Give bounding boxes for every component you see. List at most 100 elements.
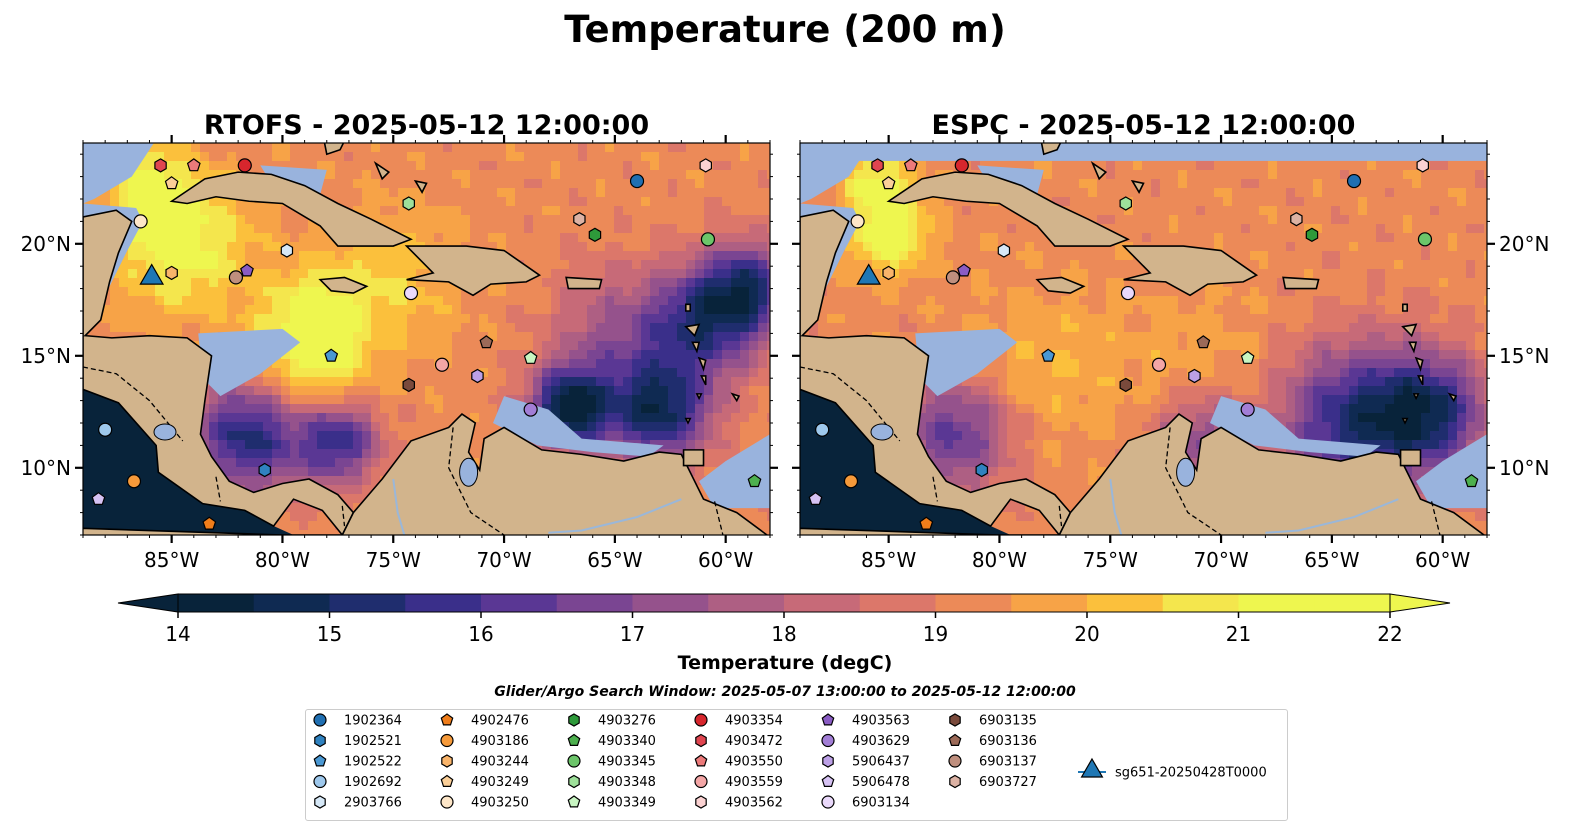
argo-float-marker: [1346, 173, 1362, 189]
argo-float-marker: [1196, 335, 1211, 349]
country-border: [215, 476, 222, 502]
legend-item: 4903563: [821, 713, 910, 729]
land-mass: [1401, 303, 1409, 312]
land-mass: [684, 417, 692, 425]
legend-marker-icon: [313, 713, 327, 727]
legend-marker-icon: [440, 795, 454, 809]
shallow-shelf: [83, 143, 154, 204]
land-mass: [1035, 276, 1086, 294]
legend-marker-icon: [314, 795, 326, 809]
argo-float-marker: [403, 285, 419, 301]
argo-float-marker: [1119, 377, 1133, 393]
colorbar: 14 15 16 17 18 19 20 21 22: [117, 593, 1451, 646]
land-mass: [697, 356, 707, 372]
colorbar-segment: [1162, 594, 1240, 612]
argo-float-marker: [588, 227, 602, 242]
argo-float-marker: [700, 232, 716, 247]
land-mass: [730, 392, 741, 403]
argo-float-marker: [126, 474, 142, 489]
land-mass: [413, 179, 428, 194]
argo-float-marker: [280, 243, 294, 258]
legend-item: 4903559: [694, 774, 783, 790]
temperature-field: [800, 143, 1487, 535]
shallow-shelf: [699, 434, 770, 509]
land-mass: [800, 209, 1072, 535]
legend-label: 2903766: [344, 796, 402, 811]
argo-float-marker: [1417, 232, 1433, 247]
legend-item: 4903354: [694, 713, 783, 729]
land-mass: [682, 449, 705, 467]
argo-float-marker: [1305, 227, 1319, 242]
river: [548, 498, 682, 534]
legend-label: 6903135: [979, 714, 1037, 729]
legend-item: 6903134: [821, 795, 910, 811]
land-mass: [1401, 323, 1418, 338]
legend-item: 1902521: [314, 733, 402, 749]
colorbar-tick-label: 14: [165, 622, 190, 646]
argo-float-marker: [882, 265, 895, 281]
y-tick-label: 15°N: [21, 344, 71, 368]
land-mass: [800, 413, 1486, 535]
temperature-field: [83, 143, 770, 535]
argo-float-marker: [1041, 348, 1056, 362]
colorbar-segment: [405, 594, 482, 612]
argo-float-marker: [815, 422, 830, 437]
argo-float-marker: [881, 176, 896, 190]
land-mass: [318, 276, 369, 294]
argo-float-marker: [954, 158, 969, 173]
argo-float-marker: [523, 402, 538, 417]
legend-marker-icon: [567, 733, 581, 747]
argo-float-marker: [1120, 285, 1136, 301]
x-tick-label: 65°W: [587, 548, 642, 572]
land-mass: [1447, 392, 1458, 403]
colorbar-tick-label: 22: [1377, 622, 1402, 646]
legend-label: 4903472: [725, 734, 783, 749]
argo-float-marker: [133, 214, 148, 229]
argo-float-marker: [945, 270, 961, 285]
map-panel-rtofs: RTOFS - 2025-05-12 12:00:00 85°W 80°W 75°W 7…: [21, 110, 778, 572]
shallow-shelf: [1416, 434, 1487, 509]
legend-item: 4903249: [440, 774, 529, 790]
colorbar-tick-label: 16: [468, 622, 493, 646]
legend-item: 4903349: [567, 795, 656, 811]
legend-item: 4903562: [695, 795, 783, 811]
country-border: [800, 366, 901, 442]
legend-item: 5906478: [821, 774, 910, 790]
lake: [459, 457, 479, 487]
argo-float-marker: [871, 158, 884, 173]
legend-label: 4903629: [852, 734, 910, 749]
colorbar-segment: [935, 594, 1012, 612]
x-tick-label: 75°W: [366, 548, 421, 572]
legend-label: 4903354: [725, 714, 783, 729]
argo-float-marker: [629, 173, 645, 189]
argo-float-marker: [1290, 212, 1303, 227]
legend-item: 4903629: [821, 733, 910, 749]
legend-marker-icon: [441, 754, 453, 768]
colorbar-tick-label: 20: [1074, 622, 1099, 646]
colorbar-segment: [859, 594, 937, 612]
argo-float-marker: [91, 491, 106, 505]
legend-marker-icon: [440, 733, 454, 748]
argo-float-marker: [997, 243, 1011, 258]
argo-float-marker: [237, 158, 252, 173]
legend-label: 4903562: [725, 796, 783, 811]
legend-label: 1902521: [344, 734, 402, 749]
legend-label: 5906437: [852, 755, 910, 770]
shallow-shelf: [198, 328, 301, 397]
y-tick-label: 20°N: [1499, 232, 1549, 256]
shallow-shelf: [260, 165, 327, 195]
argo-float-marker: [1240, 350, 1255, 364]
pacific-ocean: [83, 387, 294, 535]
colorbar-tick-label: 15: [317, 622, 342, 646]
land-mass: [323, 143, 345, 156]
argo-float-marker: [573, 212, 586, 227]
panel-title: ESPC - 2025-05-12 12:00:00: [932, 110, 1356, 141]
colorbar-extend-min: [117, 593, 179, 613]
x-tick-label: 60°W: [698, 548, 753, 572]
legend-marker-icon: [313, 754, 327, 767]
land-mass: [83, 209, 355, 535]
lake: [153, 423, 177, 441]
argo-float-marker: [843, 474, 859, 489]
legend-marker-icon: [949, 774, 961, 789]
country-border: [932, 476, 939, 502]
